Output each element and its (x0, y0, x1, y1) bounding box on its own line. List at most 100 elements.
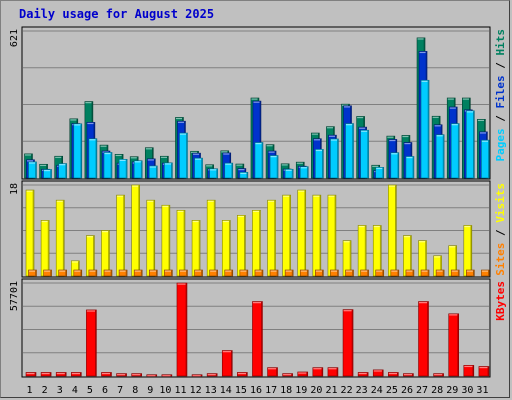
bar-pages (345, 123, 354, 179)
legend-entry: / (494, 109, 507, 129)
bar-pages (330, 138, 339, 179)
bar-kbytes (101, 372, 112, 377)
panel-kbytes: 57701 KBytes (9, 278, 507, 378)
bar-sites (88, 269, 98, 277)
bar-sites (481, 269, 490, 277)
x-tick-label: 15 (235, 385, 247, 396)
x-tick-label: 20 (310, 385, 322, 396)
bar-kbytes (40, 372, 52, 377)
bar-sites (118, 269, 128, 277)
bar-visits (237, 215, 246, 277)
bar-visits (312, 194, 322, 277)
bar-sites (390, 269, 400, 277)
x-tick-label: 7 (117, 385, 123, 396)
bar-kbytes (221, 350, 233, 377)
bar-kbytes (237, 372, 248, 377)
x-tick-label: 25 (386, 385, 398, 396)
bar-sites (345, 269, 354, 277)
chart-panels: 621 Pages / Files / Hits 18 Sites / Visits 5… (9, 26, 507, 378)
legend-entry: Files (494, 75, 507, 108)
bar-pages (315, 149, 324, 179)
bar-sites (405, 269, 415, 277)
panel-visits: 18 Sites / Visits (9, 180, 507, 278)
bar-visits (463, 225, 473, 277)
x-tick-label: 29 (446, 385, 458, 396)
bars-kbytes (25, 282, 490, 377)
panel-hits: 621 Pages / Files / Hits (9, 26, 507, 180)
x-axis-day-labels: 1 2 3 4 5 6 7 8 9 10 11 12 13 14 15 16 17 18 19 20 21 22 23 24 2… (27, 385, 489, 396)
legend-entry: KBytes (494, 281, 507, 321)
bar-kbytes (327, 367, 339, 377)
bar-kbytes (297, 371, 309, 377)
bar-sites (450, 269, 460, 277)
bar-kbytes (146, 374, 158, 377)
chart-title: Daily usage for August 2025 (19, 7, 214, 21)
bar-sites (299, 269, 309, 277)
x-tick-label: 2 (42, 385, 48, 396)
bar-pages (224, 162, 234, 179)
bar-kbytes (70, 372, 82, 377)
legend-entry: / (494, 56, 507, 76)
bar-sites (148, 269, 158, 277)
legend-entry: / (494, 223, 507, 243)
x-tick-label: 17 (265, 385, 277, 396)
bar-pages (450, 123, 460, 179)
bar-visits (327, 194, 337, 277)
bar-kbytes (342, 309, 354, 377)
legend-entry: Visits (494, 183, 507, 223)
x-tick-label: 13 (205, 385, 217, 396)
bar-kbytes (478, 366, 490, 377)
bar-sites (194, 269, 203, 277)
bar-sites (269, 269, 279, 277)
bar-kbytes (448, 313, 460, 377)
bar-pages (164, 162, 173, 179)
bar-pages (148, 165, 158, 179)
bar-visits (176, 209, 186, 277)
bar-pages (360, 129, 369, 179)
x-tick-label: 22 (341, 385, 353, 396)
bar-sites (360, 269, 369, 277)
bar-kbytes (161, 374, 173, 377)
bar-kbytes (116, 373, 127, 377)
bar-sites (164, 269, 173, 277)
x-tick-label: 19 (295, 385, 307, 396)
bar-visits (55, 199, 65, 277)
bar-kbytes (418, 301, 429, 377)
bar-kbytes (463, 365, 475, 377)
x-tick-label: 1 (27, 385, 33, 396)
bar-kbytes (282, 373, 293, 377)
bar-kbytes (206, 373, 218, 377)
bar-sites (28, 269, 37, 277)
bar-pages (179, 132, 188, 179)
bar-pages (239, 172, 249, 179)
x-tick-label: 8 (132, 385, 138, 396)
legend-entry: Sites (494, 243, 507, 276)
bar-sites (58, 269, 67, 277)
bar-pages (209, 168, 218, 179)
bar-pages (254, 142, 264, 179)
side-legend-hits: Pages / Files / Hits (494, 29, 507, 162)
bar-visits (161, 204, 171, 277)
bar-pages (194, 157, 203, 179)
bar-kbytes (191, 374, 203, 377)
bar-sites (435, 269, 445, 277)
x-tick-label: 4 (72, 385, 78, 396)
bar-sites (133, 269, 143, 277)
bar-visits (297, 189, 307, 277)
bars-visits (25, 184, 490, 277)
bar-visits (116, 194, 125, 277)
x-tick-label: 16 (250, 385, 262, 396)
bar-kbytes (357, 372, 369, 377)
bar-pages (73, 123, 83, 179)
x-tick-label: 31 (476, 385, 488, 396)
x-tick-label: 18 (280, 385, 292, 396)
bar-pages (269, 155, 279, 179)
bar-sites (43, 269, 52, 277)
x-tick-label: 27 (416, 385, 428, 396)
bar-pages (375, 167, 385, 179)
bar-kbytes (388, 372, 399, 377)
y-max-label: 18 (9, 183, 20, 195)
bar-visits (146, 199, 156, 277)
